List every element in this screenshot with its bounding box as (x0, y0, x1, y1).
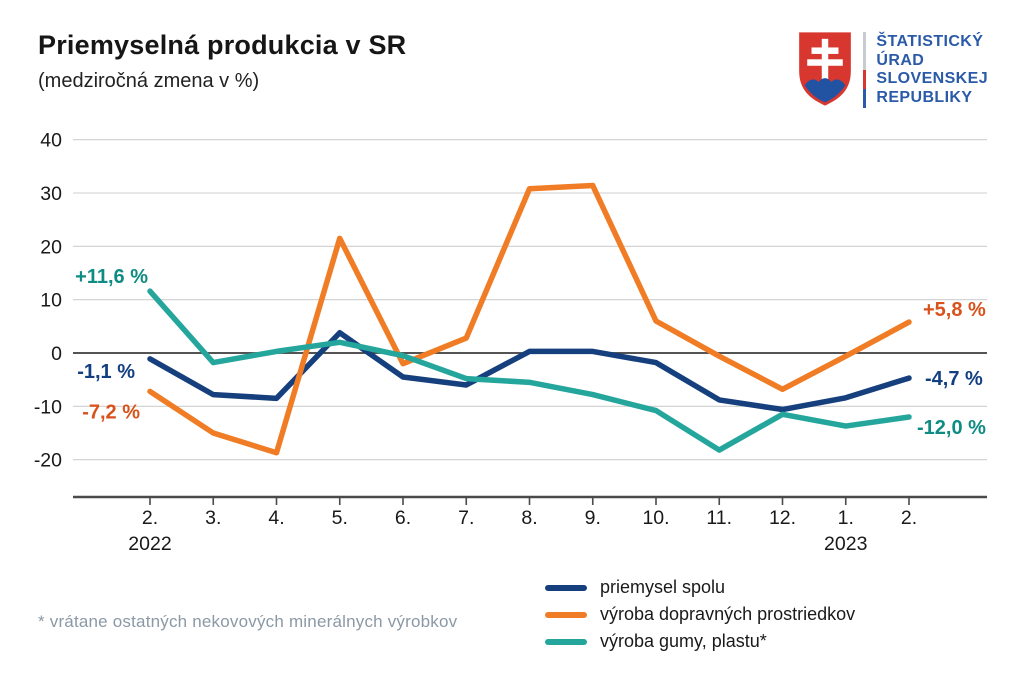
logo-line-2: ÚRAD (876, 51, 925, 69)
data-label-start-0: -1,1 % (77, 361, 135, 383)
y-axis-label: 0 (51, 343, 62, 365)
legend-label: výroba gumy, plastu* (600, 631, 767, 651)
y-axis-label: -10 (34, 396, 62, 418)
legend-label: výroba dopravných prostriedkov (600, 604, 856, 624)
x-axis-year-label: 2022 (128, 533, 171, 555)
x-axis-label: 4. (268, 507, 284, 529)
y-axis-label: 40 (40, 130, 62, 152)
x-axis-year-label: 2023 (824, 533, 867, 555)
legend-swatch-priemysel-spolu (545, 584, 587, 591)
y-axis-label: 20 (40, 236, 62, 258)
logo-line-3: SLOVENSKEJ (876, 70, 988, 87)
statistical-office-logo: ŠTATISTICKÝ ÚRAD SLOVENSKEJ REPUBLIKY (797, 30, 988, 108)
y-axis-label: -20 (34, 450, 62, 472)
y-axis-label: 30 (40, 183, 62, 205)
page-title: Priemyselná produkcia v SR (38, 30, 407, 60)
page-subtitle: (medziročná zmena v %) (38, 70, 260, 92)
series-line-v-roba-gumy-plastu- (147, 288, 912, 453)
footnote: * vrátane ostatných nekovových minerálny… (38, 612, 458, 631)
x-axis-label: 9. (585, 507, 601, 529)
data-label-end-1: +5,8 % (923, 299, 986, 321)
logo-org-name: ŠTATISTICKÝ ÚRAD SLOVENSKEJ REPUBLIKY (876, 33, 988, 107)
x-axis-label: 1. (838, 507, 854, 529)
data-label-end-2: -12,0 % (917, 417, 986, 439)
legend-item-priemysel-spolu: priemysel spolu (545, 577, 855, 598)
data-label-end-0: -4,7 % (925, 368, 983, 390)
x-axis-label: 8. (521, 507, 537, 529)
legend-swatch-vyroba-dopravnych-prostriedkov (545, 611, 587, 618)
logo-line-1: ŠTATISTICKÝ (876, 33, 984, 50)
y-axis-label: 10 (40, 290, 62, 312)
logo-line-4: REPUBLIKY (876, 88, 973, 106)
logo-divider (863, 32, 867, 108)
x-axis-label: 11. (706, 507, 732, 529)
x-axis-label: 7. (458, 507, 474, 529)
data-label-start-2: +11,6 % (75, 266, 148, 288)
x-axis-label: 12. (769, 507, 796, 529)
x-axis-label: 2. (142, 507, 158, 529)
legend-item-vyroba-dopravnych-prostriedkov: výroba dopravných prostriedkov (545, 604, 855, 625)
legend-item-vyroba-gumy-plastu: výroba gumy, plastu* (545, 631, 855, 652)
series-line-v-roba-dopravn-ch-prostriedkov (147, 182, 912, 456)
x-axis-label: 6. (395, 507, 411, 529)
x-axis-label: 10. (642, 507, 669, 529)
x-axis-label: 5. (332, 507, 348, 529)
x-axis-label: 3. (205, 507, 221, 529)
x-axis-label: 2. (901, 507, 917, 529)
legend-swatch-vyroba-gumy-plastu (545, 638, 587, 645)
slovak-coat-of-arms-icon (799, 32, 852, 106)
legend: priemysel spolu výroba dopravných prostr… (545, 577, 855, 652)
data-label-start-1: -7,2 % (82, 401, 140, 423)
series-line-priemysel-spolu (147, 329, 912, 413)
legend-label: priemysel spolu (600, 577, 726, 597)
